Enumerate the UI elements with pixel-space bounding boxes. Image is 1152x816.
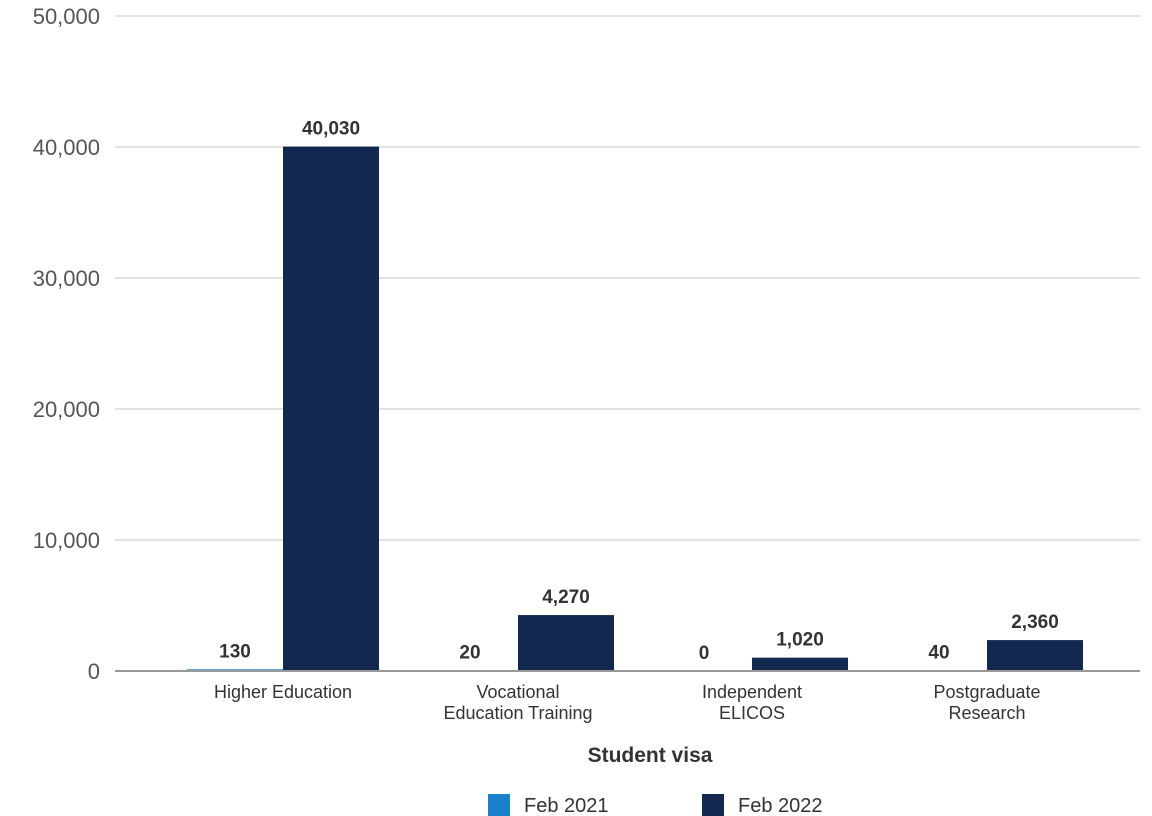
data-label: 20 — [459, 643, 480, 664]
x-tick-label-line: Education Training — [443, 703, 592, 723]
legend-swatch — [488, 794, 510, 816]
bar-feb-2022 — [752, 657, 848, 671]
data-label: 130 — [219, 641, 251, 662]
legend-swatch — [702, 794, 724, 816]
x-tick-label-line: ELICOS — [719, 703, 785, 723]
y-axis-ticks: 0 10,000 20,000 30,000 40,000 50,000 — [33, 4, 100, 684]
legend: Feb 2021 Feb 2022 — [488, 794, 823, 816]
data-label: 40 — [928, 642, 949, 663]
data-labels: 130 20 0 40 40,030 4,270 1,020 2,360 — [219, 119, 1059, 664]
x-tick-label-line: Vocational — [476, 682, 559, 702]
x-axis-ticks: Higher Education Vocational Education Trai… — [214, 682, 1041, 723]
x-tick-label: Higher Education — [214, 682, 352, 702]
y-tick-label: 20,000 — [33, 397, 100, 422]
data-label: 2,360 — [1011, 612, 1059, 633]
legend-label: Feb 2022 — [738, 795, 823, 816]
legend-item-feb-2021: Feb 2021 — [488, 794, 609, 816]
y-tick-label: 50,000 — [33, 4, 100, 29]
data-label: 40,030 — [302, 119, 360, 140]
data-label: 4,270 — [542, 587, 590, 608]
x-tick-label-line: Research — [948, 703, 1025, 723]
y-tick-label: 40,000 — [33, 135, 100, 160]
bar-feb-2022 — [283, 146, 379, 671]
x-tick-label: Vocational Education Training — [443, 682, 592, 723]
x-tick-label: Independent ELICOS — [702, 682, 802, 723]
x-tick-label-line: Independent — [702, 682, 802, 702]
bar-feb-2022 — [987, 640, 1083, 671]
y-tick-label: 10,000 — [33, 528, 100, 553]
x-tick-label-line: Postgraduate — [933, 682, 1040, 702]
bar-feb-2022 — [518, 615, 614, 671]
legend-label: Feb 2021 — [524, 795, 609, 816]
x-tick-label: Postgraduate Research — [933, 682, 1040, 723]
grid-lines — [115, 15, 1140, 541]
data-label: 1,020 — [776, 630, 824, 651]
legend-item-feb-2022: Feb 2022 — [702, 794, 823, 816]
x-tick-label-line: Higher Education — [214, 682, 352, 702]
data-label: 0 — [699, 643, 710, 664]
y-tick-label: 0 — [88, 659, 100, 684]
x-axis-title: Student visa — [588, 744, 713, 767]
y-tick-label: 30,000 — [33, 266, 100, 291]
